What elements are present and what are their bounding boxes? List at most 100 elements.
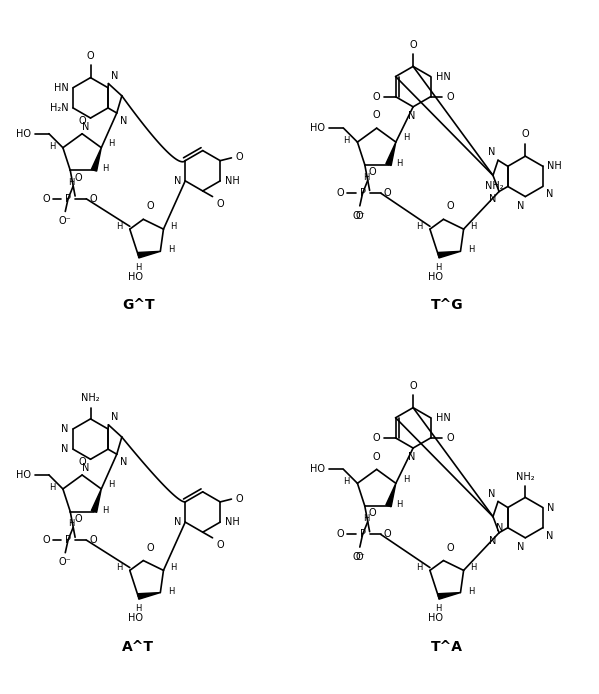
Text: HN: HN: [435, 413, 450, 423]
Text: NH: NH: [225, 176, 240, 186]
Text: O: O: [383, 188, 391, 198]
Text: O: O: [74, 514, 82, 524]
Text: HN: HN: [435, 71, 450, 81]
Polygon shape: [438, 593, 461, 599]
Polygon shape: [91, 489, 101, 512]
Text: O: O: [409, 381, 417, 391]
Text: O⁻: O⁻: [353, 552, 365, 562]
Text: O: O: [235, 152, 243, 162]
Text: H: H: [135, 263, 141, 272]
Text: O: O: [522, 129, 529, 139]
Text: P: P: [65, 535, 71, 545]
Text: NH₂: NH₂: [81, 393, 100, 403]
Text: H: H: [171, 222, 177, 231]
Text: O⁻: O⁻: [58, 557, 71, 568]
Text: O: O: [446, 543, 454, 552]
Text: H: H: [403, 133, 409, 142]
Text: H: H: [68, 178, 75, 187]
Text: O: O: [373, 433, 380, 443]
Text: H: H: [108, 139, 114, 148]
Text: H: H: [403, 475, 409, 484]
Text: H: H: [343, 136, 350, 145]
Text: O: O: [217, 540, 225, 550]
Text: O: O: [373, 452, 380, 462]
Text: H: H: [435, 263, 441, 272]
Text: H: H: [102, 506, 108, 515]
Text: H: H: [416, 222, 423, 231]
Text: N: N: [489, 536, 496, 545]
Text: H: H: [468, 586, 475, 595]
Text: H: H: [49, 142, 55, 151]
Text: N: N: [174, 517, 181, 527]
Text: N: N: [546, 530, 553, 541]
Text: N: N: [546, 189, 553, 199]
Text: O: O: [355, 210, 363, 221]
Polygon shape: [386, 142, 396, 166]
Text: HO: HO: [16, 128, 31, 139]
Polygon shape: [91, 148, 101, 171]
Text: NH₂: NH₂: [516, 472, 535, 482]
Text: H: H: [171, 563, 177, 572]
Text: O: O: [89, 535, 97, 545]
Text: P: P: [359, 530, 365, 539]
Text: O: O: [42, 194, 50, 204]
Polygon shape: [438, 251, 461, 258]
Text: N: N: [516, 542, 524, 552]
Text: NH: NH: [547, 161, 562, 171]
Text: N: N: [81, 122, 89, 133]
Text: O: O: [369, 508, 376, 518]
Text: O: O: [446, 201, 454, 212]
Text: O: O: [235, 493, 243, 504]
Text: O: O: [146, 543, 154, 552]
Text: T^G: T^G: [431, 298, 463, 312]
Text: H: H: [168, 586, 174, 595]
Text: O: O: [146, 201, 154, 212]
Text: P: P: [65, 194, 71, 204]
Text: H: H: [343, 477, 350, 486]
Text: N: N: [489, 194, 496, 204]
Text: N: N: [111, 71, 119, 81]
Text: N: N: [174, 176, 181, 186]
Text: N: N: [547, 502, 555, 513]
Text: H: H: [435, 604, 441, 613]
Text: N: N: [111, 412, 119, 422]
Text: H: H: [168, 246, 174, 255]
Text: H₂N: H₂N: [50, 103, 69, 113]
Text: HO: HO: [128, 272, 143, 282]
Polygon shape: [138, 251, 161, 258]
Text: N: N: [488, 147, 495, 158]
Text: O: O: [355, 552, 363, 562]
Text: HO: HO: [310, 123, 325, 133]
Text: HO: HO: [428, 272, 443, 282]
Text: H: H: [49, 483, 55, 492]
Text: O: O: [89, 194, 97, 204]
Text: O: O: [87, 51, 94, 61]
Text: O: O: [446, 92, 453, 102]
Text: HO: HO: [428, 613, 443, 623]
Text: O⁻: O⁻: [353, 210, 365, 221]
Text: O⁻: O⁻: [58, 217, 71, 226]
Text: H: H: [102, 164, 108, 174]
Text: A^T: A^T: [122, 640, 154, 654]
Polygon shape: [386, 483, 396, 507]
Text: O: O: [373, 110, 380, 120]
Text: O: O: [74, 173, 82, 183]
Text: H: H: [68, 519, 75, 528]
Text: N: N: [516, 201, 524, 211]
Text: NH₂: NH₂: [485, 181, 504, 192]
Text: HO: HO: [16, 470, 31, 480]
Text: O: O: [42, 535, 50, 545]
Text: HO: HO: [128, 613, 143, 623]
Text: H: H: [468, 246, 475, 255]
Text: H: H: [363, 514, 370, 523]
Text: H: H: [397, 500, 403, 509]
Text: N: N: [62, 444, 69, 454]
Text: T^A: T^A: [431, 640, 463, 654]
Text: N: N: [496, 523, 504, 533]
Text: O: O: [369, 167, 376, 177]
Text: H: H: [363, 173, 370, 182]
Text: N: N: [120, 457, 128, 467]
Text: N: N: [62, 424, 69, 434]
Text: H: H: [116, 222, 123, 231]
Text: N: N: [81, 464, 89, 473]
